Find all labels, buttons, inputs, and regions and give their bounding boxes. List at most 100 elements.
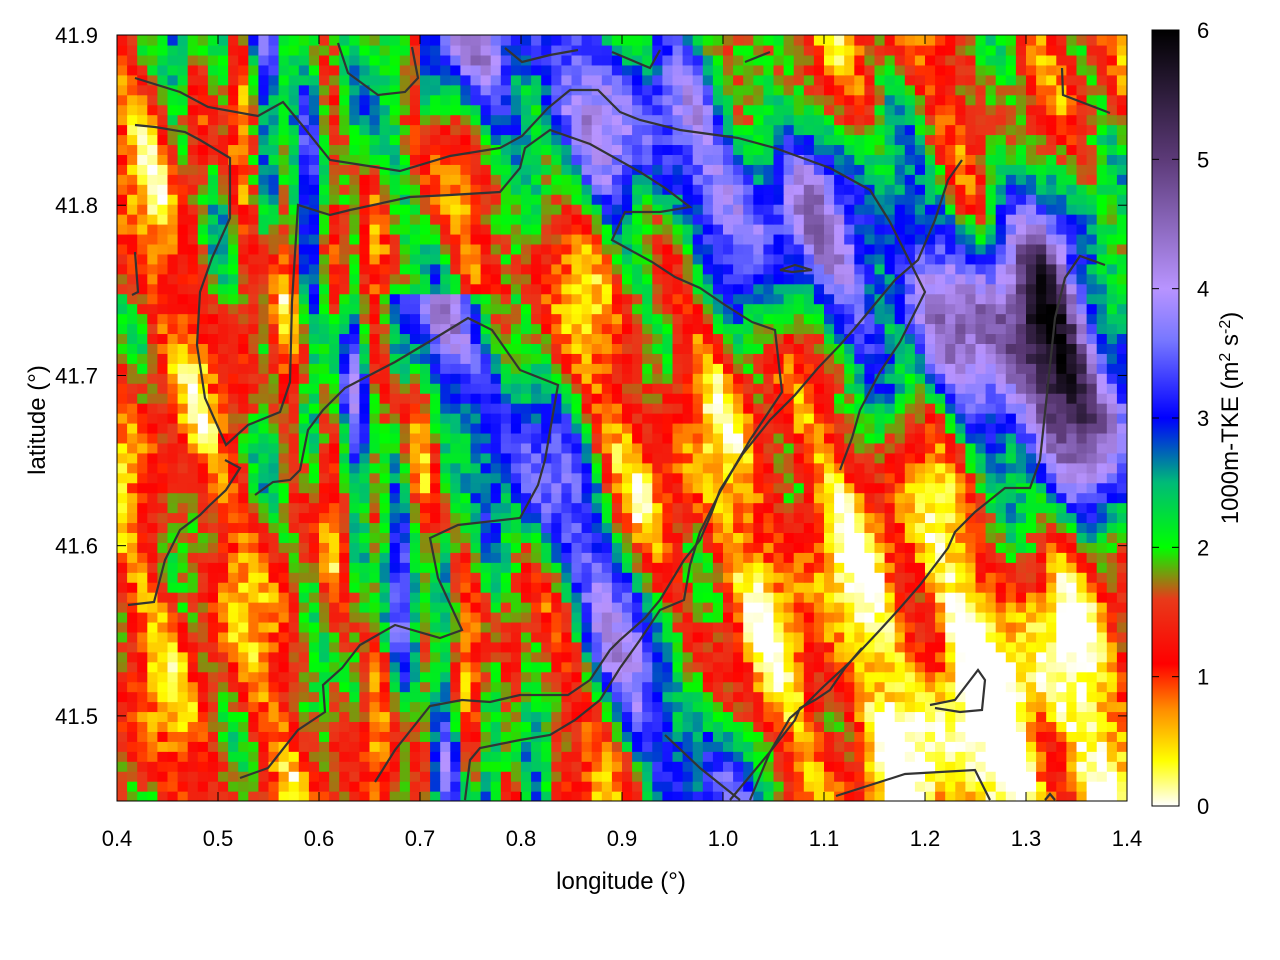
heatmap-cell xyxy=(420,333,431,344)
heatmap-cell xyxy=(854,631,865,643)
heatmap-cell xyxy=(773,472,785,484)
heatmap-cell xyxy=(733,313,744,325)
heatmap-cell xyxy=(248,691,259,703)
heatmap-cell xyxy=(308,502,320,514)
heatmap-cell xyxy=(480,582,492,593)
heatmap-cell xyxy=(127,641,138,653)
heatmap-cell xyxy=(1096,343,1108,354)
heatmap-cell xyxy=(1036,731,1047,742)
heatmap-cell xyxy=(622,343,633,354)
heatmap-cell xyxy=(248,761,259,772)
heatmap-cell xyxy=(147,651,158,663)
heatmap-cell xyxy=(248,462,259,474)
heatmap-cell xyxy=(228,661,239,673)
heatmap-cell xyxy=(662,383,674,394)
heatmap-cell xyxy=(420,343,431,354)
heatmap-cell xyxy=(308,592,320,603)
heatmap-cell xyxy=(925,403,936,414)
heatmap-cell xyxy=(420,691,431,703)
heatmap-cell xyxy=(712,711,724,723)
heatmap-cell xyxy=(884,552,896,563)
heatmap-cell xyxy=(450,303,461,315)
heatmap-cell xyxy=(359,502,371,514)
heatmap-cell xyxy=(834,562,845,573)
heatmap-cell xyxy=(702,393,714,404)
heatmap-cell xyxy=(1015,592,1027,603)
heatmap-cell xyxy=(359,611,371,623)
heatmap-cell xyxy=(409,641,421,653)
heatmap-cell xyxy=(783,641,795,653)
heatmap-cell xyxy=(712,611,724,623)
heatmap-cell xyxy=(248,661,259,673)
heatmap-cell xyxy=(723,452,734,464)
heatmap-cell xyxy=(591,432,603,444)
heatmap-cell xyxy=(389,582,401,593)
heatmap-cell xyxy=(581,393,593,404)
heatmap-cell xyxy=(1036,353,1047,364)
heatmap-cell xyxy=(753,512,764,524)
heatmap-cell xyxy=(1066,691,1078,703)
heatmap-cell xyxy=(228,771,239,782)
heatmap-cell xyxy=(763,572,775,583)
heatmap-cell xyxy=(864,532,876,543)
heatmap-cell xyxy=(642,462,653,474)
heatmap-cell xyxy=(824,313,835,325)
heatmap-cell xyxy=(470,711,482,723)
heatmap-cell xyxy=(1056,691,1067,703)
heatmap-cell xyxy=(541,462,552,474)
heatmap-cell xyxy=(389,303,401,315)
heatmap-cell xyxy=(238,552,249,563)
heatmap-cell xyxy=(904,393,916,404)
heatmap-cell xyxy=(995,592,1007,603)
heatmap-cell xyxy=(207,542,219,553)
heatmap-cell xyxy=(510,333,522,344)
heatmap-cell xyxy=(319,542,330,553)
heatmap-cell xyxy=(824,701,835,713)
heatmap-cell xyxy=(450,582,461,593)
heatmap-cell xyxy=(490,661,502,673)
heatmap-cell xyxy=(329,323,340,335)
heatmap-cell xyxy=(601,442,613,454)
heatmap-cell xyxy=(460,741,472,752)
heatmap-cell xyxy=(682,691,694,703)
heatmap-cell xyxy=(904,422,916,434)
heatmap-cell xyxy=(137,343,148,354)
heatmap-cell xyxy=(389,512,401,524)
heatmap-cell xyxy=(854,681,865,693)
heatmap-cell xyxy=(591,323,603,335)
heatmap-cell xyxy=(965,462,977,474)
heatmap-cell xyxy=(773,522,785,533)
heatmap-cell xyxy=(117,393,128,404)
heatmap-cell xyxy=(460,363,472,374)
heatmap-cell xyxy=(339,393,350,404)
heatmap-cell xyxy=(1056,413,1067,424)
heatmap-cell xyxy=(207,731,219,742)
heatmap-cell xyxy=(500,482,512,494)
heatmap-cell xyxy=(672,413,684,424)
heatmap-cell xyxy=(824,363,835,374)
heatmap-cell xyxy=(1086,751,1098,762)
heatmap-cell xyxy=(1066,383,1078,394)
heatmap-cell xyxy=(672,552,684,563)
heatmap-cell xyxy=(480,403,492,414)
heatmap-cell xyxy=(834,661,845,673)
heatmap-cell xyxy=(258,462,270,474)
heatmap-cell xyxy=(581,721,593,732)
heatmap-cell xyxy=(521,691,532,703)
heatmap-cell xyxy=(1096,751,1108,762)
heatmap-cell xyxy=(470,462,482,474)
heatmap-cell xyxy=(420,771,431,782)
heatmap-cell xyxy=(399,651,411,663)
heatmap-cell xyxy=(137,432,148,444)
heatmap-cell xyxy=(743,602,754,613)
heatmap-cell xyxy=(500,552,512,563)
heatmap-cell xyxy=(712,681,724,693)
heatmap-cell xyxy=(510,791,522,801)
heatmap-cell xyxy=(197,333,209,344)
heatmap-cell xyxy=(601,522,613,533)
heatmap-cell xyxy=(1056,403,1067,414)
heatmap-cell xyxy=(632,522,643,533)
heatmap-cell xyxy=(399,582,411,593)
heatmap-cell xyxy=(258,602,270,613)
heatmap-cell xyxy=(1046,482,1057,494)
